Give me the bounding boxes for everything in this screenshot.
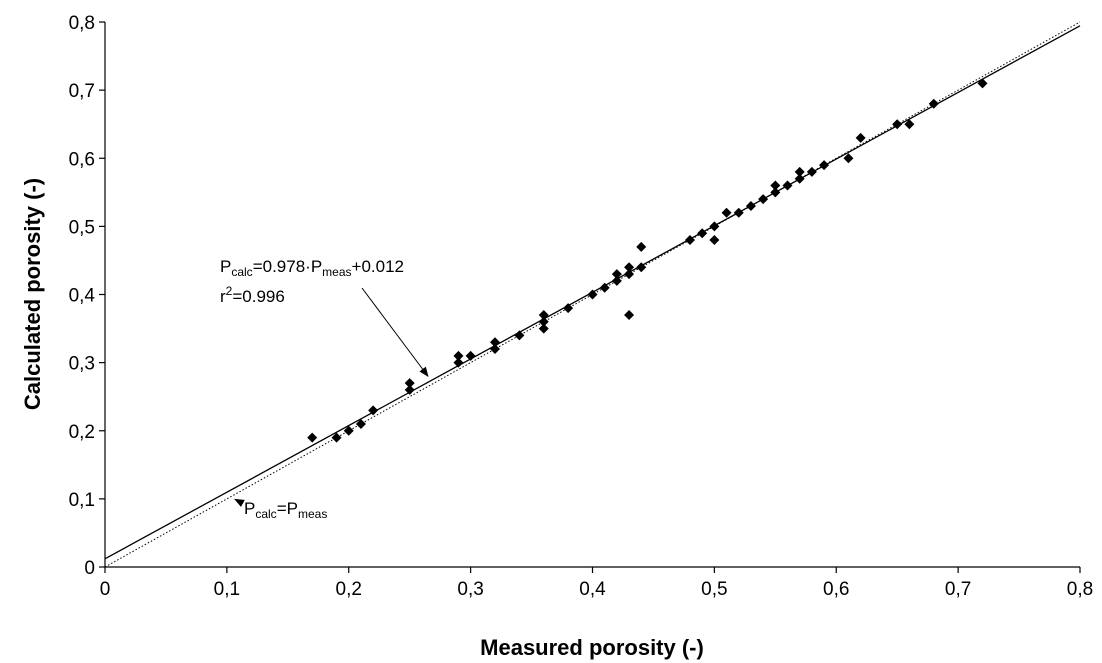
data-point <box>611 269 622 280</box>
data-point <box>733 207 744 218</box>
data-point <box>587 289 598 300</box>
r-squared-value: =0.996 <box>232 287 284 306</box>
data-point <box>368 405 379 416</box>
identity-meas-subscript: meas <box>298 507 327 521</box>
fit-equals-coef: =0.978·P <box>253 257 322 276</box>
y-tick-label: 0,8 <box>69 13 95 34</box>
data-point <box>355 418 366 429</box>
identity-text: Pcalc=Pmeas <box>244 499 327 521</box>
fit-equation-text: Pcalc=0.978·Pmeas+0.012 <box>220 257 404 279</box>
data-point <box>624 269 635 280</box>
data-point <box>307 432 318 443</box>
data-point <box>514 330 525 341</box>
data-point <box>977 78 988 89</box>
data-point <box>538 316 549 327</box>
data-point <box>538 323 549 334</box>
r-squared-superscript: 2 <box>226 284 233 298</box>
y-tick-label: 0,4 <box>69 286 96 307</box>
data-point <box>611 275 622 286</box>
data-point <box>904 119 915 130</box>
data-point <box>599 282 610 293</box>
y-tick-label: 0 <box>84 558 95 579</box>
data-point <box>721 207 732 218</box>
identity-calc-subscript: calc <box>255 507 276 521</box>
x-axis-title: Measured porosity (-) <box>480 635 704 660</box>
y-tick-label: 0,2 <box>69 422 95 443</box>
data-point <box>794 173 805 184</box>
fit-intercept: +0.012 <box>352 257 404 276</box>
identity-line <box>104 21 1081 568</box>
data-point <box>806 166 817 177</box>
x-tick-label: 0,2 <box>336 579 362 600</box>
data-point <box>490 344 500 354</box>
data-point <box>404 378 415 389</box>
identity-arrow <box>234 498 245 508</box>
identity-annotation: Pcalc=Pmeas <box>234 498 327 521</box>
data-point <box>538 309 549 320</box>
data-point <box>782 180 793 191</box>
x-tick-label: 0,6 <box>823 579 849 600</box>
data-point <box>685 235 695 245</box>
data-point <box>624 262 635 273</box>
data-point <box>404 384 415 395</box>
data-point <box>343 425 354 436</box>
data-point <box>563 303 574 314</box>
data-point <box>794 166 805 177</box>
data-point <box>490 337 500 348</box>
data-point <box>709 235 720 245</box>
data-point <box>636 262 647 273</box>
x-tick-label: 0,3 <box>457 579 483 600</box>
data-point <box>624 309 635 320</box>
data-point <box>636 241 647 252</box>
data-point <box>892 119 903 130</box>
identity-equals: =P <box>277 499 298 518</box>
data-point <box>709 221 720 232</box>
x-tick-label: 0,7 <box>945 579 971 600</box>
y-tick-label: 0,7 <box>69 81 95 102</box>
y-axis-title: Calculated porosity (-) <box>20 178 45 410</box>
r-squared-text: r2=0.996 <box>220 284 285 306</box>
data-point <box>697 228 708 239</box>
data-point <box>745 200 756 211</box>
data-point <box>453 350 464 361</box>
fit-meas-subscript: meas <box>322 265 351 279</box>
x-tick-label: 0,8 <box>1067 579 1093 600</box>
x-tick-label: 0,5 <box>701 579 727 600</box>
data-point <box>331 432 342 443</box>
fit-calc-subscript: calc <box>231 265 252 279</box>
data-point <box>453 357 464 368</box>
data-point <box>855 132 866 143</box>
data-point <box>758 194 769 205</box>
y-tick-label: 0,3 <box>69 354 95 375</box>
data-point <box>843 153 854 164</box>
data-point <box>770 187 781 198</box>
y-tick-label: 0,5 <box>69 217 95 238</box>
data-point <box>465 350 476 361</box>
r-squared-prefix: r <box>220 287 226 306</box>
y-tick-label: 0,6 <box>69 149 95 170</box>
y-axis-ticks: 0 0,1 0,2 0,3 0,4 0,5 0,6 0,7 0,8 <box>69 13 105 579</box>
fit-arrow <box>361 287 429 378</box>
data-point <box>819 160 830 171</box>
fit-equation-annotation: Pcalc=0.978·Pmeas+0.012 r2=0.996 <box>220 257 429 378</box>
data-point <box>770 180 781 191</box>
x-tick-label: 0,4 <box>579 579 606 600</box>
data-points <box>307 78 988 443</box>
x-axis-ticks: 0 0,1 0,2 0,3 0,4 0,5 0,6 0,7 0,8 <box>100 567 1093 600</box>
data-point <box>928 98 939 109</box>
x-tick-label: 0,1 <box>214 579 240 600</box>
y-tick-label: 0,1 <box>69 490 95 511</box>
x-tick-label: 0 <box>100 579 111 600</box>
